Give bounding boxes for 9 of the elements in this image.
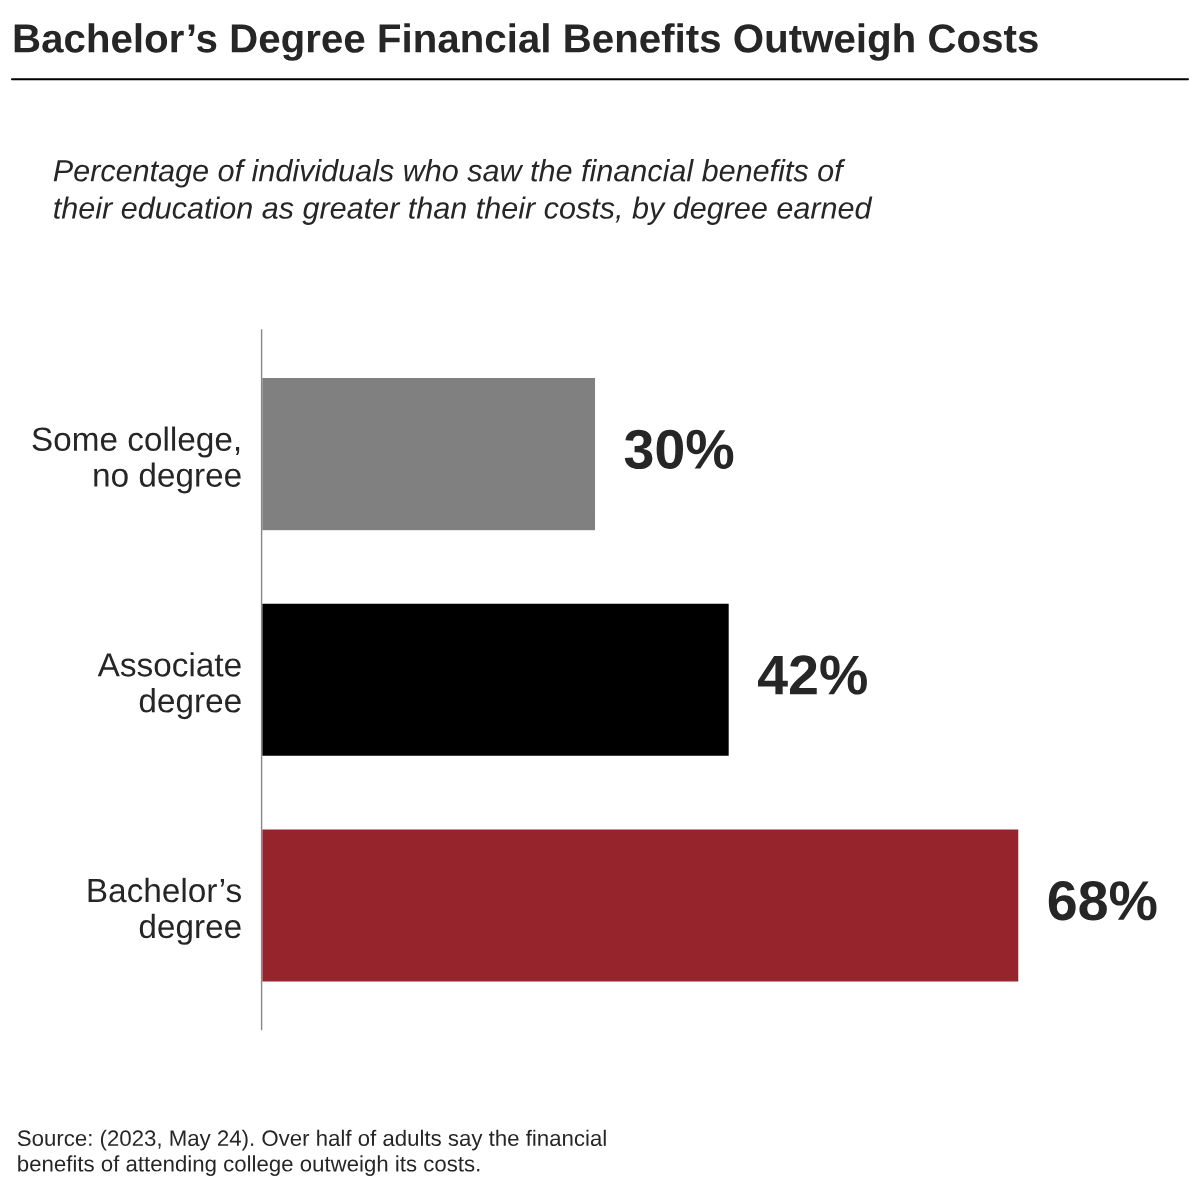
data-label: 30%	[624, 429, 734, 470]
data-label: 42%	[758, 655, 867, 695]
chart-subtitle: Percentage of individuals who saw the financial benefits of their education as greater than their costs, by degree earned	[53, 159, 873, 225]
y-tick-label: Some college, no degree	[32, 426, 241, 494]
y-tick-label: Bachelor’s degree	[88, 877, 241, 945]
data-label: 68%	[1048, 881, 1157, 921]
source-note: Source: (2023, May 24). Over half of adults say the financial benefits of attending college outweigh its costs.	[17, 1129, 606, 1176]
y-tick-label: Associate degree	[97, 652, 241, 720]
chart-title: Bachelor’s Degree Financial Benefits Outweigh Costs	[14, 23, 1038, 61]
